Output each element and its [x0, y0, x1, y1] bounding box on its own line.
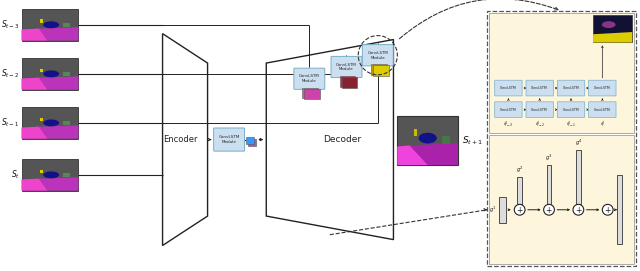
Text: $g^1$: $g^1$	[488, 205, 496, 215]
Text: $f^4_{t-3}$: $f^4_{t-3}$	[503, 119, 513, 130]
Bar	[397, 116, 458, 165]
Bar	[22, 159, 79, 191]
Text: $f^4_t$: $f^4_t$	[600, 119, 605, 130]
Circle shape	[602, 204, 613, 215]
Bar	[303, 88, 318, 98]
Text: $+$: $+$	[516, 205, 524, 215]
Text: $+$: $+$	[604, 205, 611, 215]
Bar	[248, 138, 255, 146]
Bar	[547, 165, 552, 204]
Text: $f^4_{t-1}$: $f^4_{t-1}$	[566, 119, 576, 130]
Text: $+$: $+$	[575, 205, 582, 215]
Bar	[22, 107, 79, 138]
Polygon shape	[22, 178, 79, 191]
Circle shape	[515, 204, 525, 215]
Bar	[63, 72, 70, 76]
Text: ConvLSTM: ConvLSTM	[594, 86, 611, 90]
Bar	[499, 197, 506, 222]
Text: ConvLSTM: ConvLSTM	[500, 86, 516, 90]
Polygon shape	[22, 28, 47, 40]
Text: $g^3$: $g^3$	[545, 153, 553, 163]
FancyBboxPatch shape	[589, 80, 616, 96]
Bar	[442, 136, 450, 144]
Bar	[617, 175, 622, 244]
Text: Decoder: Decoder	[323, 135, 362, 144]
FancyBboxPatch shape	[214, 128, 244, 151]
Circle shape	[543, 204, 554, 215]
Bar	[22, 58, 79, 89]
Ellipse shape	[44, 21, 59, 28]
FancyBboxPatch shape	[526, 102, 554, 118]
FancyBboxPatch shape	[557, 80, 585, 96]
Bar	[63, 22, 70, 27]
Bar	[40, 69, 43, 72]
FancyBboxPatch shape	[294, 68, 324, 89]
Bar	[414, 129, 417, 136]
Bar	[40, 20, 43, 23]
Text: $+$: $+$	[545, 205, 553, 215]
Bar	[40, 170, 43, 173]
Bar	[373, 65, 388, 76]
Ellipse shape	[44, 120, 59, 126]
Text: ConvLSTM
Module: ConvLSTM Module	[336, 63, 357, 71]
Bar	[63, 173, 70, 178]
Circle shape	[573, 204, 584, 215]
Text: ConvLSTM
Module: ConvLSTM Module	[299, 75, 320, 83]
Text: $S_{t-1}$: $S_{t-1}$	[1, 117, 20, 129]
Text: $g^4$: $g^4$	[575, 138, 582, 149]
FancyBboxPatch shape	[362, 45, 393, 66]
Ellipse shape	[44, 70, 59, 77]
Bar	[246, 137, 253, 144]
FancyBboxPatch shape	[495, 80, 522, 96]
Text: ConvLSTM: ConvLSTM	[500, 108, 516, 112]
Bar	[576, 150, 581, 204]
FancyBboxPatch shape	[495, 102, 522, 118]
Bar	[593, 15, 632, 43]
Text: ConvLSTM: ConvLSTM	[594, 108, 611, 112]
Bar	[40, 118, 43, 121]
Ellipse shape	[419, 133, 436, 143]
Bar	[342, 77, 357, 88]
Text: $S_t$: $S_t$	[11, 169, 20, 181]
Ellipse shape	[44, 172, 59, 178]
Bar	[63, 121, 70, 125]
Bar	[22, 9, 79, 40]
Bar	[490, 13, 634, 133]
Text: ConvLSTM: ConvLSTM	[531, 86, 548, 90]
Polygon shape	[22, 179, 47, 191]
FancyBboxPatch shape	[526, 80, 554, 96]
FancyBboxPatch shape	[331, 56, 362, 78]
Bar	[340, 76, 355, 87]
Text: $S_{t-3}$: $S_{t-3}$	[1, 19, 20, 31]
Bar	[371, 64, 387, 75]
Bar	[517, 177, 522, 204]
Polygon shape	[22, 78, 47, 89]
Bar	[488, 11, 636, 266]
Polygon shape	[22, 125, 79, 138]
Text: ConvLSTM
Module: ConvLSTM Module	[367, 51, 388, 60]
Text: $S_{t+1}$: $S_{t+1}$	[462, 134, 483, 147]
Text: ConvLSTM: ConvLSTM	[563, 86, 579, 90]
Text: $g^2$: $g^2$	[516, 165, 524, 175]
Polygon shape	[22, 27, 79, 40]
Bar	[305, 89, 320, 99]
FancyBboxPatch shape	[589, 102, 616, 118]
Polygon shape	[397, 146, 428, 165]
Text: Encoder: Encoder	[163, 135, 197, 144]
Polygon shape	[22, 76, 79, 89]
FancyBboxPatch shape	[557, 102, 585, 118]
Polygon shape	[22, 127, 47, 138]
Ellipse shape	[602, 21, 616, 28]
Text: $S_{t-2}$: $S_{t-2}$	[1, 67, 20, 80]
Polygon shape	[397, 143, 458, 165]
Text: ConvLSTM
Module: ConvLSTM Module	[218, 135, 240, 144]
Polygon shape	[593, 32, 632, 43]
Text: $f^4_{t-2}$: $f^4_{t-2}$	[534, 119, 545, 130]
Text: ConvLSTM: ConvLSTM	[531, 108, 548, 112]
Bar	[490, 135, 634, 264]
Text: ConvLSTM: ConvLSTM	[563, 108, 579, 112]
